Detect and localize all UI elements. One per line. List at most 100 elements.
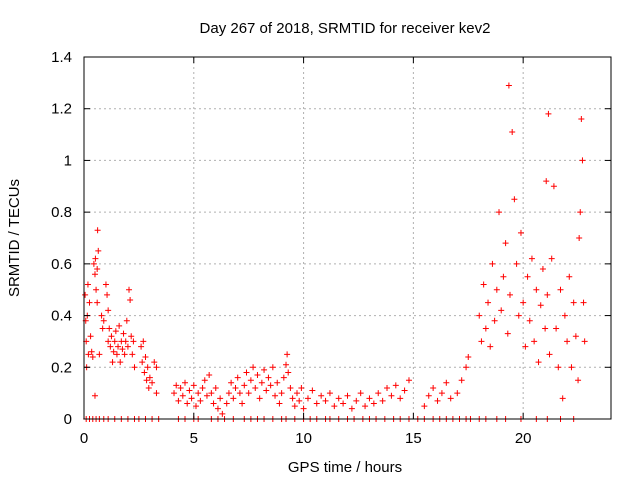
data-point (269, 364, 276, 371)
data-point (145, 384, 152, 391)
data-point (122, 338, 129, 345)
data-point (572, 333, 579, 340)
data-point (87, 333, 94, 340)
data-point (141, 369, 148, 376)
data-point (309, 387, 316, 394)
data-point (212, 384, 219, 391)
data-point (254, 372, 261, 379)
data-point (93, 286, 100, 293)
data-point (116, 322, 123, 329)
data-point (143, 377, 150, 384)
x-tick-labels: 0 5 10 15 20 (80, 430, 532, 447)
data-point (458, 377, 465, 384)
data-point (326, 390, 333, 397)
data-point (104, 291, 111, 298)
data-point (522, 343, 529, 350)
data-point (384, 384, 391, 391)
data-point (493, 286, 500, 293)
data-point (206, 372, 213, 379)
data-point (401, 387, 408, 394)
data-point (357, 390, 364, 397)
data-point (478, 338, 485, 345)
data-point (173, 382, 180, 389)
data-point (476, 312, 483, 319)
data-point (298, 384, 305, 391)
data-point (520, 299, 527, 306)
data-point (568, 364, 575, 371)
data-point (502, 240, 509, 247)
data-point (561, 312, 568, 319)
data-point (293, 390, 300, 397)
data-point (443, 379, 450, 386)
data-point (261, 366, 268, 373)
data-points (82, 82, 588, 422)
y-axis-label: SRMTID / TECUs (6, 179, 23, 297)
data-point (250, 364, 257, 371)
data-point (348, 405, 355, 412)
data-point (539, 266, 546, 273)
data-point (199, 384, 206, 391)
data-point (140, 338, 147, 345)
data-point (463, 364, 470, 371)
data-point (121, 351, 128, 358)
data-point (208, 390, 215, 397)
y-tick-label: 0.2 (51, 359, 72, 376)
data-point (505, 82, 512, 89)
data-point (531, 338, 538, 345)
x-tick-label: 20 (515, 430, 532, 447)
data-point (258, 379, 265, 386)
data-point (126, 286, 133, 293)
data-point (489, 260, 496, 267)
chart-title: Day 267 of 2018, SRMTID for receiver kev… (200, 20, 491, 37)
data-point (107, 343, 114, 350)
data-point (543, 178, 550, 185)
data-point (557, 286, 564, 293)
data-point (537, 302, 544, 309)
data-point (335, 395, 342, 402)
data-point (113, 351, 120, 358)
data-point (526, 317, 533, 324)
data-point (236, 390, 243, 397)
data-point (545, 110, 552, 117)
data-point (105, 338, 112, 345)
data-point (243, 369, 250, 376)
data-point (182, 379, 189, 386)
data-point (90, 260, 97, 267)
data-point (434, 397, 441, 404)
data-point (370, 400, 377, 407)
data-point (331, 403, 338, 410)
data-point (225, 390, 232, 397)
plot-frame (83, 56, 612, 420)
x-tick-label: 15 (405, 430, 422, 447)
data-point (304, 395, 311, 402)
data-point (425, 392, 432, 399)
y-tick-labels: 0 0.2 0.4 0.6 0.8 1 1.2 1.4 (51, 49, 72, 428)
data-point (94, 299, 101, 306)
y-tick-label: 1.2 (51, 101, 72, 118)
data-point (421, 403, 428, 410)
data-point (153, 364, 160, 371)
data-point (515, 312, 522, 319)
data-point (566, 273, 573, 280)
data-point (265, 374, 272, 381)
data-point (184, 400, 191, 407)
data-point (120, 330, 127, 337)
data-point (559, 395, 566, 402)
data-point (210, 400, 217, 407)
data-point (146, 374, 153, 381)
data-point (247, 377, 254, 384)
data-point (203, 392, 210, 399)
data-point (108, 333, 115, 340)
data-point (405, 377, 412, 384)
data-point (496, 209, 503, 216)
data-point (94, 227, 101, 234)
data-point (577, 209, 584, 216)
data-point (533, 286, 540, 293)
data-point (94, 266, 101, 273)
data-point (580, 299, 587, 306)
data-point (95, 247, 102, 254)
data-point (115, 343, 122, 350)
data-point (106, 325, 113, 332)
data-point (438, 390, 445, 397)
data-point (217, 395, 224, 402)
